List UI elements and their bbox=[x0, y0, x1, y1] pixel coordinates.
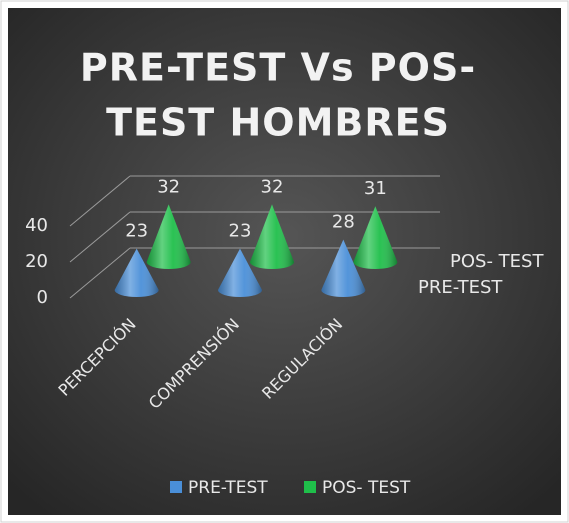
value-label: 32 bbox=[261, 176, 284, 197]
depth-label: POS- TEST bbox=[450, 251, 544, 272]
chart-title: PRE-TEST Vs POS- bbox=[80, 46, 476, 90]
chart-title: TEST HOMBRES bbox=[106, 101, 450, 145]
grid-line bbox=[69, 175, 131, 227]
value-label: 28 bbox=[332, 212, 355, 233]
cone-shade bbox=[321, 239, 366, 297]
cone-shade bbox=[250, 204, 294, 269]
depth-label: PRE-TEST bbox=[418, 277, 503, 298]
y-tick-label: 40 bbox=[25, 215, 48, 236]
y-tick-label: 20 bbox=[25, 251, 48, 272]
cone-shade bbox=[353, 206, 398, 269]
legend-label: POS- TEST bbox=[322, 478, 411, 498]
legend-swatch bbox=[304, 481, 316, 493]
cone-shade bbox=[218, 248, 262, 297]
cone-shade bbox=[146, 204, 191, 269]
y-tick-label: 0 bbox=[37, 287, 48, 308]
grid-line bbox=[69, 211, 131, 263]
value-label: 32 bbox=[157, 176, 180, 197]
value-label: 31 bbox=[364, 178, 387, 199]
value-label: 23 bbox=[229, 221, 252, 242]
legend-swatch bbox=[170, 481, 182, 493]
cone-shade bbox=[114, 248, 159, 297]
legend-label: PRE-TEST bbox=[188, 478, 268, 498]
grid-line bbox=[69, 247, 131, 299]
value-label: 23 bbox=[125, 221, 148, 242]
